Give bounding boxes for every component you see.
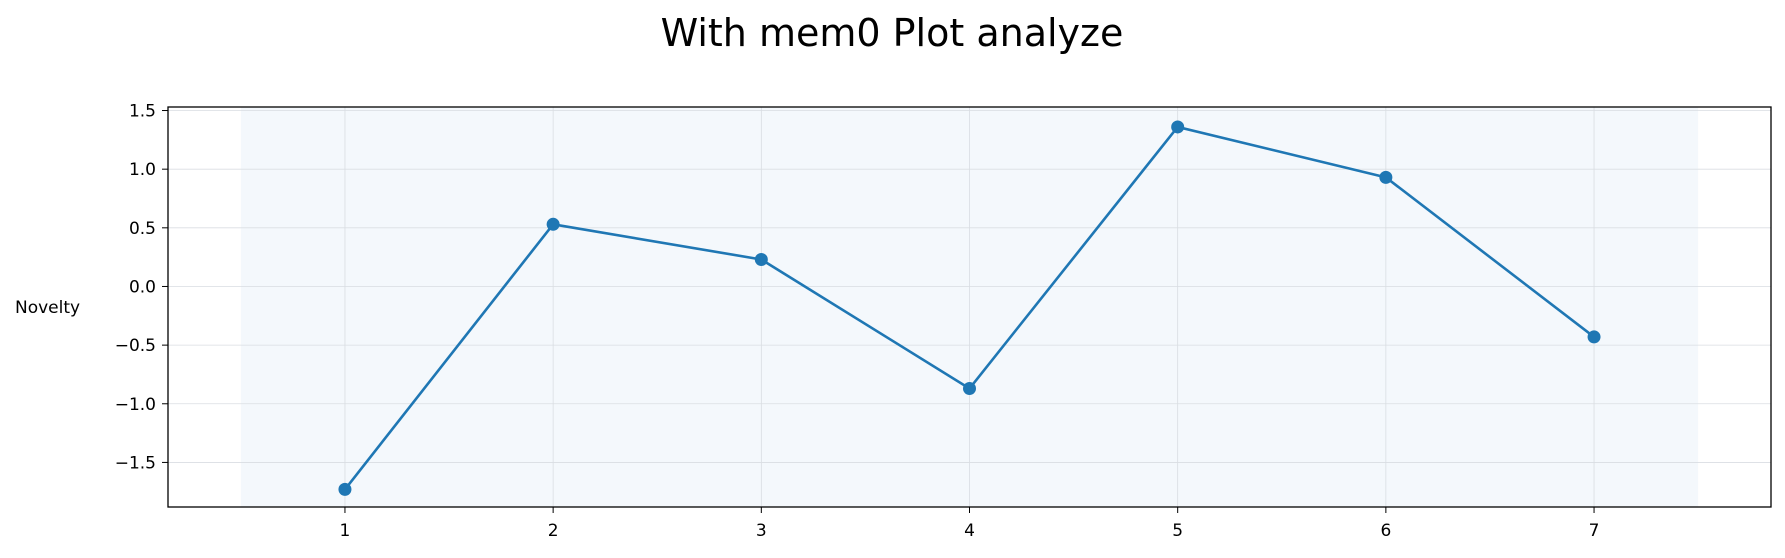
y-tick-label-6: −1.0	[115, 395, 156, 415]
data-point-4	[963, 382, 976, 396]
chart-title: With mem0 Plot analyze	[661, 11, 1124, 55]
y-tick-label-5: −0.5	[115, 336, 156, 356]
plot-area: 1 2 3 4 5 6 7 1.5 1.0 0.5 0.0 −0.5 −1.0 −1.5	[115, 102, 1772, 541]
y-tick-label-4: 0.0	[129, 277, 156, 297]
data-point-5	[1171, 120, 1185, 134]
x-tick-label-5: 5	[1172, 521, 1183, 541]
x-tick-label-1: 1	[340, 521, 351, 541]
y-tick-label-1: 1.5	[129, 102, 156, 122]
x-tick-label-6: 6	[1380, 521, 1391, 541]
data-point-6	[1379, 170, 1393, 184]
x-tick-label-4: 4	[964, 521, 975, 541]
data-point-2	[546, 217, 560, 231]
y-tick-label-7: −1.5	[115, 453, 156, 473]
data-point-3	[754, 252, 768, 266]
x-tick-label-3: 3	[756, 521, 767, 541]
x-tick-label-7: 7	[1589, 521, 1600, 541]
data-point-7	[1587, 330, 1601, 344]
y-axis-label: Novelty	[15, 298, 80, 318]
y-tick-label-2: 1.0	[129, 160, 156, 180]
x-tick-label-2: 2	[548, 521, 559, 541]
data-point-1	[338, 482, 352, 496]
y-tick-label-3: 0.5	[129, 219, 156, 239]
